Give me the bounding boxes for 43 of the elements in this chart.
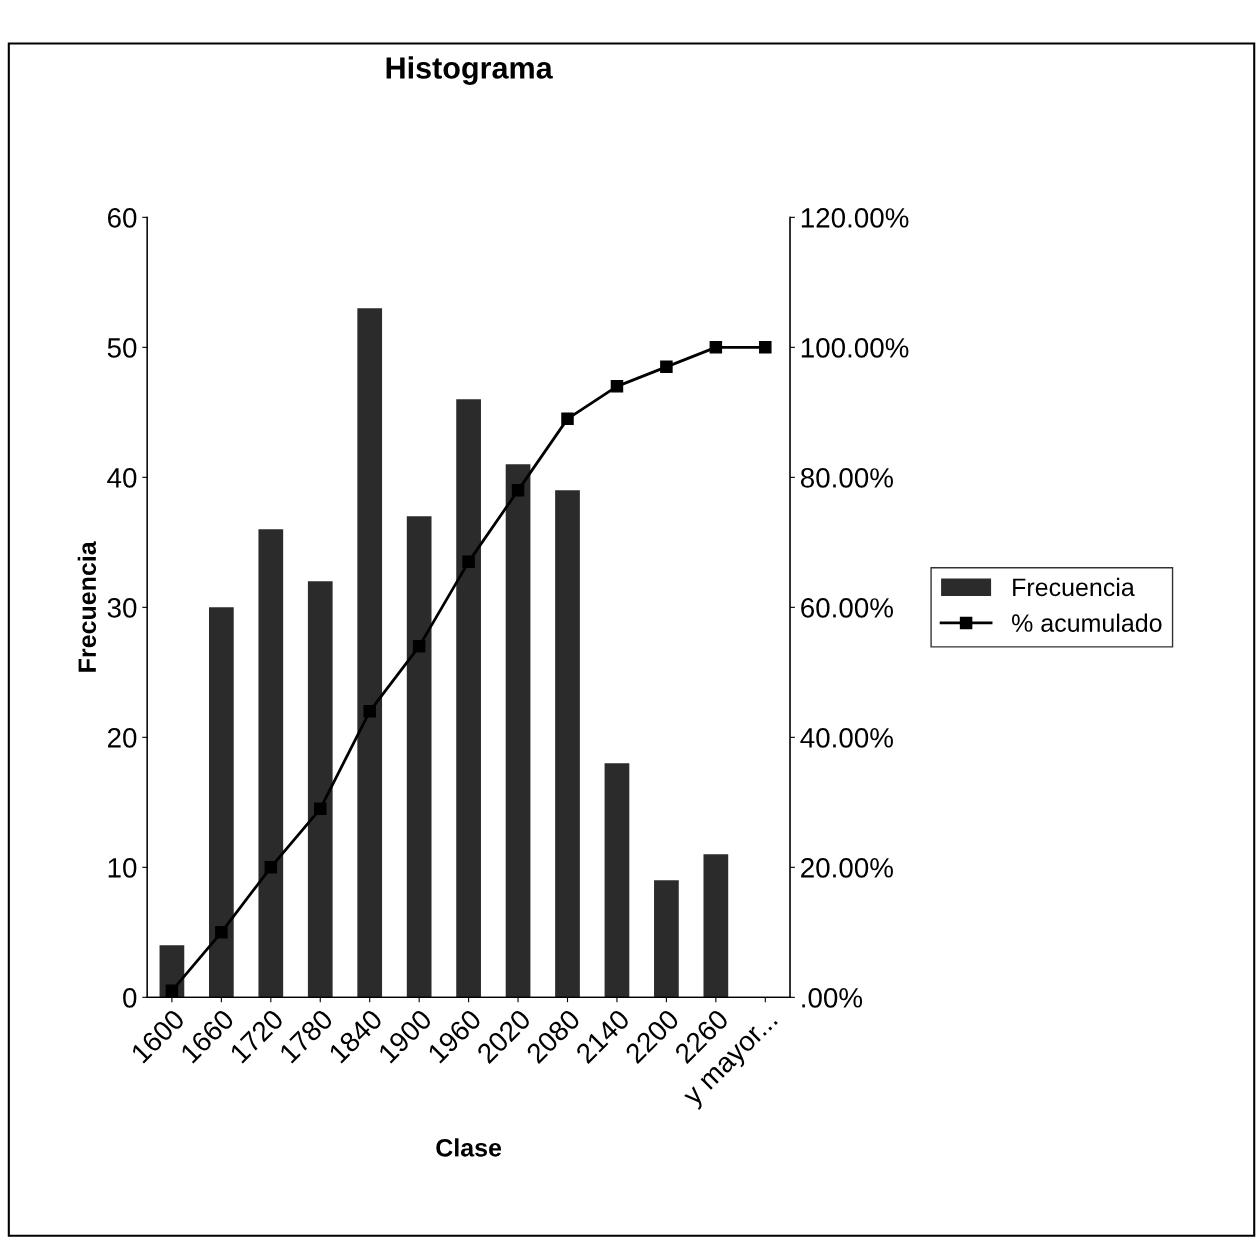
- point: [412, 640, 426, 653]
- y2-tick-label: 120.00%: [801, 208, 909, 228]
- point: [610, 380, 624, 393]
- legend-label: Frecuencia: [1013, 577, 1135, 597]
- point: [709, 341, 723, 354]
- point: [165, 984, 179, 998]
- point: [314, 802, 327, 816]
- point: [511, 484, 525, 497]
- point: [264, 861, 278, 874]
- bar: [703, 854, 729, 998]
- bar: [505, 464, 531, 998]
- bar: [604, 763, 630, 998]
- bar: [456, 399, 481, 998]
- y-tick-label: 20: [107, 728, 137, 748]
- y2-tick-label: 60.00%: [801, 598, 893, 618]
- point: [363, 705, 376, 718]
- bar: [307, 581, 333, 998]
- point: [561, 412, 574, 426]
- bar: [209, 607, 234, 998]
- y-axis-title: Frecuencia: [77, 541, 97, 672]
- x-axis-title: Clase: [436, 1138, 502, 1157]
- chart-title: Histograma: [386, 56, 553, 85]
- bar: [258, 529, 284, 998]
- legend-label: % acumulado: [1011, 613, 1162, 632]
- point: [660, 360, 673, 374]
- bar: [555, 490, 580, 998]
- point: [215, 926, 228, 939]
- y2-tick-label: 80.00%: [800, 468, 893, 488]
- point: [759, 341, 772, 354]
- y-tick-label: 10: [108, 858, 137, 878]
- bar: [357, 308, 383, 998]
- bar: [406, 516, 432, 998]
- y-tick-label: 50: [107, 338, 137, 358]
- y-tick-label: 40: [107, 468, 137, 488]
- y2-tick-label: 40.00%: [800, 728, 893, 748]
- y2-tick-label: .00%: [802, 987, 863, 1008]
- y2-tick-label: 20.00%: [801, 858, 893, 878]
- bar: [654, 880, 679, 998]
- y-tick-label: 30: [107, 598, 137, 618]
- y2-tick-label: 100.00%: [801, 338, 909, 358]
- point: [462, 555, 475, 569]
- y-tick-label: 60: [107, 208, 137, 228]
- y-tick-label: 0: [123, 987, 137, 1008]
